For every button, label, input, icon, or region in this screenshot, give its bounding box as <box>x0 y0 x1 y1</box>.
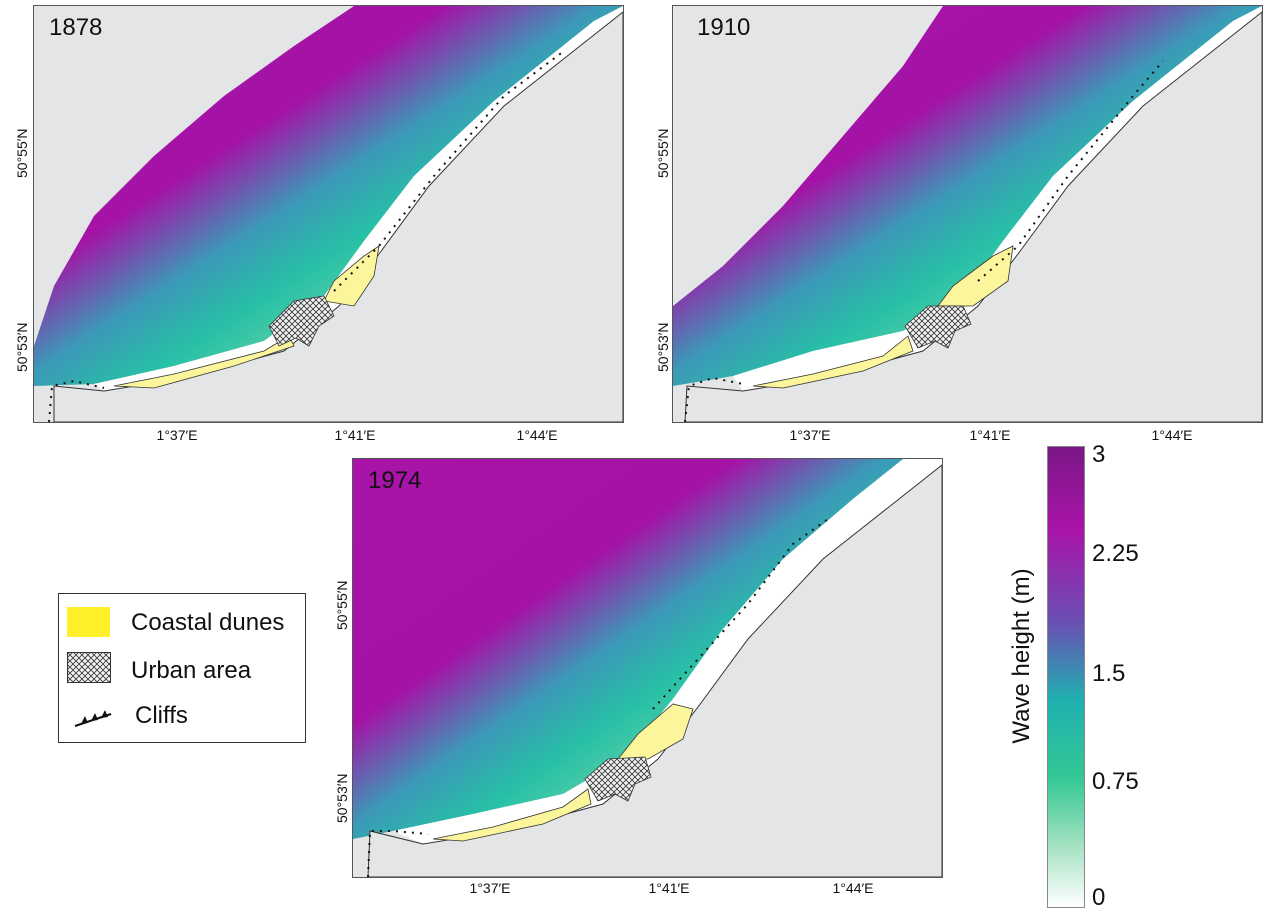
colorbar-tick: 0.75 <box>1092 768 1139 795</box>
sea-shallow-band <box>94 6 623 391</box>
map-year-label: 1878 <box>49 14 103 41</box>
map-year-label: 1910 <box>697 14 751 41</box>
colorbar-tick: 1.5 <box>1092 660 1126 687</box>
lon-label: 1°44′E <box>516 427 558 443</box>
colorbar-tick: 2.25 <box>1092 540 1139 567</box>
colorbar-tick: 0 <box>1092 884 1106 911</box>
sea-shallow-band <box>393 459 942 844</box>
lon-label: 1°37′E <box>469 880 511 896</box>
cliffs <box>367 518 829 877</box>
coastal-dunes <box>752 245 1014 389</box>
lon-label: 1°44′E <box>1151 427 1193 443</box>
urban-area <box>904 305 972 349</box>
map-year-label: 1974 <box>368 467 422 494</box>
urban-area-swatch <box>67 652 111 683</box>
sea-wave-field <box>353 459 903 839</box>
lon-label: 1°37′E <box>156 427 198 443</box>
coastal-dunes-swatch <box>67 607 110 637</box>
colorbar-tick: 3 <box>1092 441 1106 468</box>
wave-height-colorbar <box>1047 446 1085 908</box>
sea-wave-field <box>34 6 623 386</box>
lat-label: 50°55′N <box>14 128 30 178</box>
legend-item-cliffs: Cliffs <box>59 694 305 734</box>
map-1974: 1974 <box>352 458 943 878</box>
lon-label: 1°41′E <box>969 427 1011 443</box>
legend-item-coastal-dunes: Coastal dunes <box>59 604 305 644</box>
legend-label: Urban area <box>131 657 252 684</box>
cliffs <box>684 60 1164 422</box>
lat-label: 50°53′N <box>14 322 30 372</box>
lat-label: 50°55′N <box>655 128 671 178</box>
sea-shallow-band <box>733 6 1262 391</box>
map-1878: 1878 <box>33 5 624 423</box>
coastal-dunes <box>113 245 380 389</box>
sea-wave-field <box>673 6 1262 386</box>
lon-label: 1°44′E <box>832 880 874 896</box>
urban-area <box>268 295 335 347</box>
legend-label: Coastal dunes <box>131 609 285 636</box>
lon-label: 1°41′E <box>334 427 376 443</box>
lat-label: 50°55′N <box>334 580 350 630</box>
colorbar-title: Wave height (m) <box>1008 568 1035 744</box>
map-1910: 1910 <box>672 5 1263 423</box>
cliffs <box>48 50 565 422</box>
map-1974-graphic <box>353 459 942 877</box>
lat-label: 50°53′N <box>334 773 350 823</box>
lon-label: 1°37′E <box>789 427 831 443</box>
legend-label: Cliffs <box>135 702 188 729</box>
legend-item-urban-area: Urban area <box>59 649 305 689</box>
lat-label: 50°53′N <box>655 322 671 372</box>
map-legend: Coastal dunes Urban area Cliffs <box>58 593 306 743</box>
coastal-dunes <box>432 703 694 842</box>
urban-area <box>584 756 652 802</box>
cliffs-icon <box>74 710 112 727</box>
lon-label: 1°41′E <box>648 880 690 896</box>
map-1910-graphic <box>673 6 1262 422</box>
map-1878-graphic <box>34 6 623 422</box>
